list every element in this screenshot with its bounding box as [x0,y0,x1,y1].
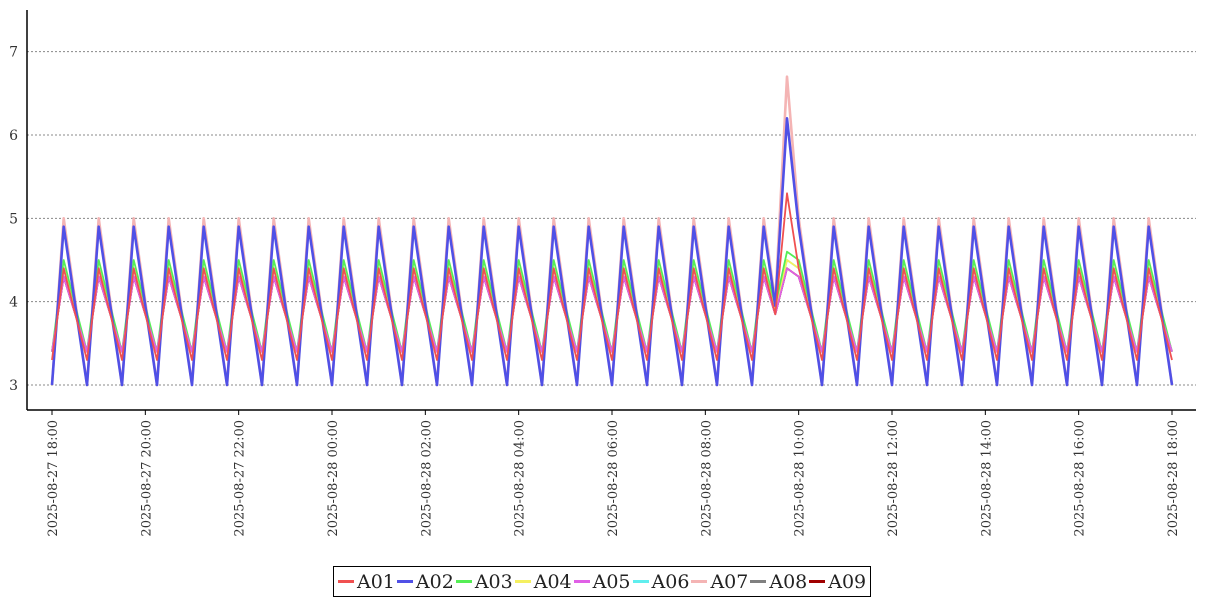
legend-label-a07: A07 [710,570,749,593]
series-lines [50,75,1174,387]
legend-item-a02: A02 [396,570,454,593]
x-tick-label: 2025-08-28 10:00 [793,420,808,537]
legend-item-a05: A05 [573,570,631,593]
legend-swatch-a03 [455,580,472,583]
legend-label-a05: A05 [592,570,631,593]
x-tick-label: 2025-08-28 00:00 [326,420,341,537]
legend-item-a09: A09 [809,571,866,593]
x-tick-label: 2025-08-27 18:00 [46,420,61,537]
x-tick-label: 2025-08-27 20:00 [139,420,154,537]
x-tick-label: 2025-08-28 04:00 [513,420,528,537]
y-tick-label-7: 7 [9,45,18,61]
legend-item-a04: A04 [514,570,572,593]
chart-legend: A01 A02 A03 A04 A05 A06 A07 A08 A09 [333,566,872,597]
x-tick-label: 2025-08-28 12:00 [886,420,901,537]
x-tick-label: 2025-08-28 08:00 [699,420,714,537]
legend-item-a01: A01 [338,571,395,593]
legend-swatch-a08 [750,580,767,583]
legend-swatch-a06 [632,580,649,583]
series-line-a01 [51,192,1173,361]
legend-item-a08: A08 [750,571,807,593]
grid-lines [27,51,1196,386]
y-tick-label-5: 5 [9,211,18,227]
legend-label-a09: A09 [828,570,867,593]
y-tick-label-4: 4 [9,295,18,311]
legend-item-a06: A06 [632,570,690,593]
x-tick-label: 2025-08-27 22:00 [233,420,248,537]
legend-label-a08: A08 [769,570,808,593]
x-tick-label: 2025-08-28 14:00 [979,420,994,537]
x-tick-label: 2025-08-28 16:00 [1073,420,1088,537]
y-tick-label-6: 6 [9,128,18,144]
legend-label-a01: A01 [357,570,395,593]
x-tick-labels: 2025-08-27 18:00 2025-08-27 20:00 2025-08-… [46,410,1181,537]
legend-swatch-a09 [809,580,826,583]
legend-item-a03: A03 [455,570,513,593]
legend-swatch-a07 [691,580,708,583]
legend-swatch-a01 [338,580,354,583]
legend-label-a04: A04 [533,570,572,593]
y-tick-labels: 3 4 5 6 7 [9,45,18,394]
y-tick-label-3: 3 [9,378,18,394]
x-tick-label: 2025-08-28 18:00 [1166,420,1181,537]
series-line-a02 [50,117,1174,387]
legend-swatch-a04 [514,580,531,583]
legend-swatch-a02 [396,580,413,583]
x-tick-label: 2025-08-28 02:00 [419,420,434,537]
x-tick-label: 2025-08-28 06:00 [606,420,621,537]
legend-label-a02: A02 [415,570,454,593]
legend-label-a03: A03 [474,570,513,593]
legend-swatch-a05 [573,580,590,583]
legend-item-a07: A07 [691,571,748,593]
legend-label-a06: A06 [651,570,690,593]
